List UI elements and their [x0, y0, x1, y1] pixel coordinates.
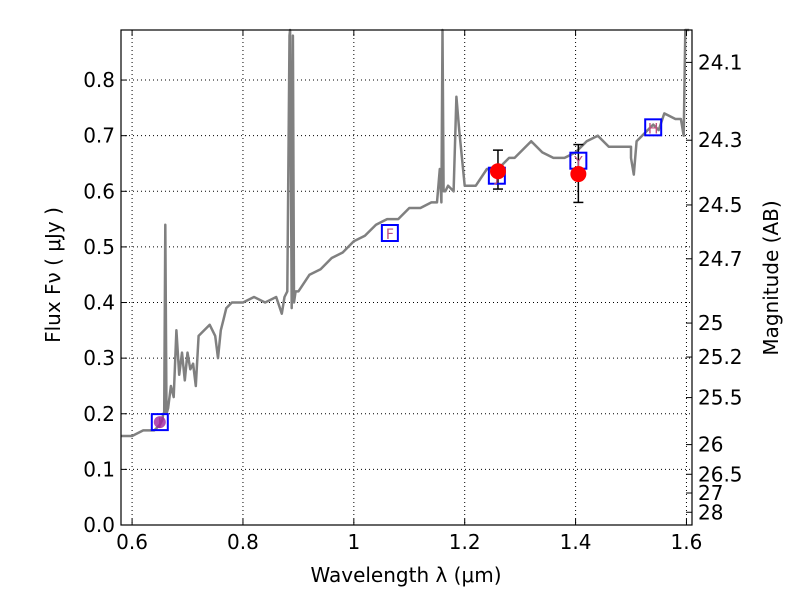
y2-tick-label: 28	[698, 500, 723, 524]
spectrum-line	[121, 28, 690, 438]
filter-label: F	[386, 227, 394, 243]
grid-lines	[121, 30, 692, 526]
observed-flux-point	[489, 163, 506, 180]
ticks-layer: 0.6 0.8 1 1.2 1.4 1.6 0.0 0.1 0.2 0.3 0.4 0.5 0.6 0.7…	[83, 30, 743, 554]
y2-tick-label: 24.1	[698, 50, 743, 74]
y-tick-label: 0.5	[83, 235, 115, 259]
y2-tick-label: 26	[698, 433, 723, 457]
x-tick-label: 1.4	[560, 530, 592, 554]
y2-tick-label: 25.5	[698, 386, 743, 410]
y2-tick-label: 24.7	[698, 247, 743, 271]
y2-tick-label: 25.2	[698, 345, 743, 369]
y2-tick-label: 24.3	[698, 128, 743, 152]
x-tick-label: 1.2	[449, 530, 481, 554]
filter-label: H	[648, 121, 659, 137]
y2-axis-title: Magnitude (AB)	[759, 200, 783, 355]
y2-tick-label: 24.5	[698, 193, 743, 217]
model-flux-marker	[380, 224, 399, 243]
y-tick-label: 0.3	[83, 346, 115, 370]
y-tick-label: 0.7	[83, 124, 115, 148]
x-axis-title: Wavelength λ (μm)	[310, 563, 501, 587]
filter-label: Y	[573, 155, 583, 171]
plot-frame	[120, 29, 693, 526]
y-tick-label: 0.1	[83, 457, 115, 481]
x-tick-label: 1.6	[671, 530, 703, 554]
y2-tick-label: 26.5	[698, 462, 743, 486]
x-tick-label: 0.6	[116, 530, 148, 554]
y-axis-title: Flux Fν ( μJy )	[41, 207, 65, 343]
y-tick-label: 0.8	[83, 68, 115, 92]
model-flux-marker	[644, 118, 663, 137]
observed-flux-point	[570, 166, 587, 183]
y-tick-label: 0.6	[83, 179, 115, 203]
x-tick-label: 0.8	[227, 530, 259, 554]
model-flux-marker	[150, 413, 169, 432]
points-layer: IFJYH	[150, 118, 663, 432]
observed-flux-point	[153, 416, 166, 429]
series-layer	[121, 28, 690, 438]
y2-tick-label: 25	[698, 311, 723, 335]
x-tick-label: 1	[347, 530, 360, 554]
y2-tick-label: 27	[698, 481, 723, 505]
y-tick-label: 0.4	[83, 291, 115, 315]
y-tick-label: 0.0	[83, 513, 115, 537]
y-tick-label: 0.2	[83, 402, 115, 426]
